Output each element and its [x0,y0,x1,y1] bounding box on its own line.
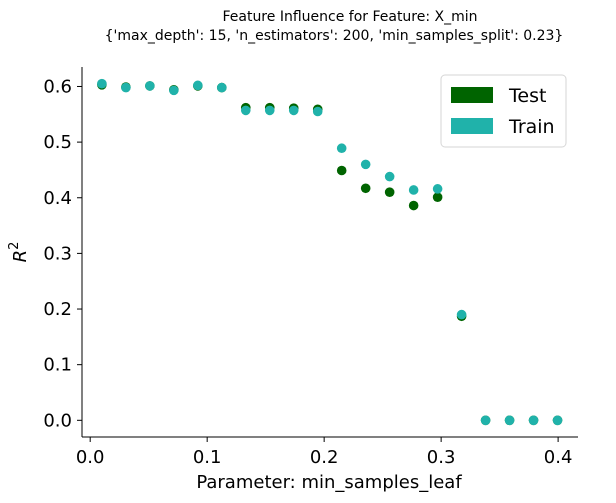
point-train [336,143,347,154]
x-tick-label: 0.3 [427,447,456,468]
axes: 0.0 0.1 0.2 0.3 0.4 0.0 0.1 0.2 0.3 0.4 0.5 0.6 [43,67,578,468]
point-test [384,187,395,197]
y-tick-label: 0.6 [43,76,72,97]
point-train [288,105,299,116]
point-train [169,85,179,96]
y-tick-label: 0.1 [43,355,72,376]
y-tick-label: 0.0 [43,410,72,431]
point-train [528,415,539,426]
chart-subtitle: {'max_depth': 15, 'n_estimators': 200, '… [105,28,564,44]
point-train [456,309,467,320]
x-tick-label: 0.0 [76,447,105,468]
point-train [97,78,107,89]
point-test [336,165,347,176]
x-axis-label: Parameter: min_samples_leaf [196,472,462,493]
point-train [312,106,323,117]
y-tick-label: 0.3 [43,243,72,264]
legend-label-train: Train [508,116,555,138]
legend-swatch-train [451,118,493,134]
legend: Test Train [440,74,567,148]
point-train [240,105,251,116]
point-train [504,415,515,426]
chart-title: Feature Influence for Feature: X_min [222,9,477,25]
point-train [384,171,395,182]
point-test [408,200,419,211]
x-tick-label: 0.2 [310,447,339,468]
x-tick-label: 0.4 [544,447,573,468]
legend-label-test: Test [508,85,546,107]
point-train [432,184,443,194]
point-train [552,415,563,426]
point-train [145,81,155,91]
point-train [408,185,419,195]
y-tick-label: 0.5 [43,132,72,153]
point-train [216,82,227,93]
point-train [121,82,131,93]
y-tick-label: 0.2 [43,299,72,320]
point-train [264,105,275,116]
legend-swatch-test [451,87,493,103]
point-train [480,415,491,426]
point-train [193,80,203,91]
y-tick-label: 0.4 [43,188,72,209]
point-test [432,192,443,202]
plot-points [97,78,563,426]
x-tick-label: 0.1 [193,447,222,468]
y-axis-label: R2 [7,242,31,263]
point-test [360,183,371,194]
point-train [360,159,371,170]
